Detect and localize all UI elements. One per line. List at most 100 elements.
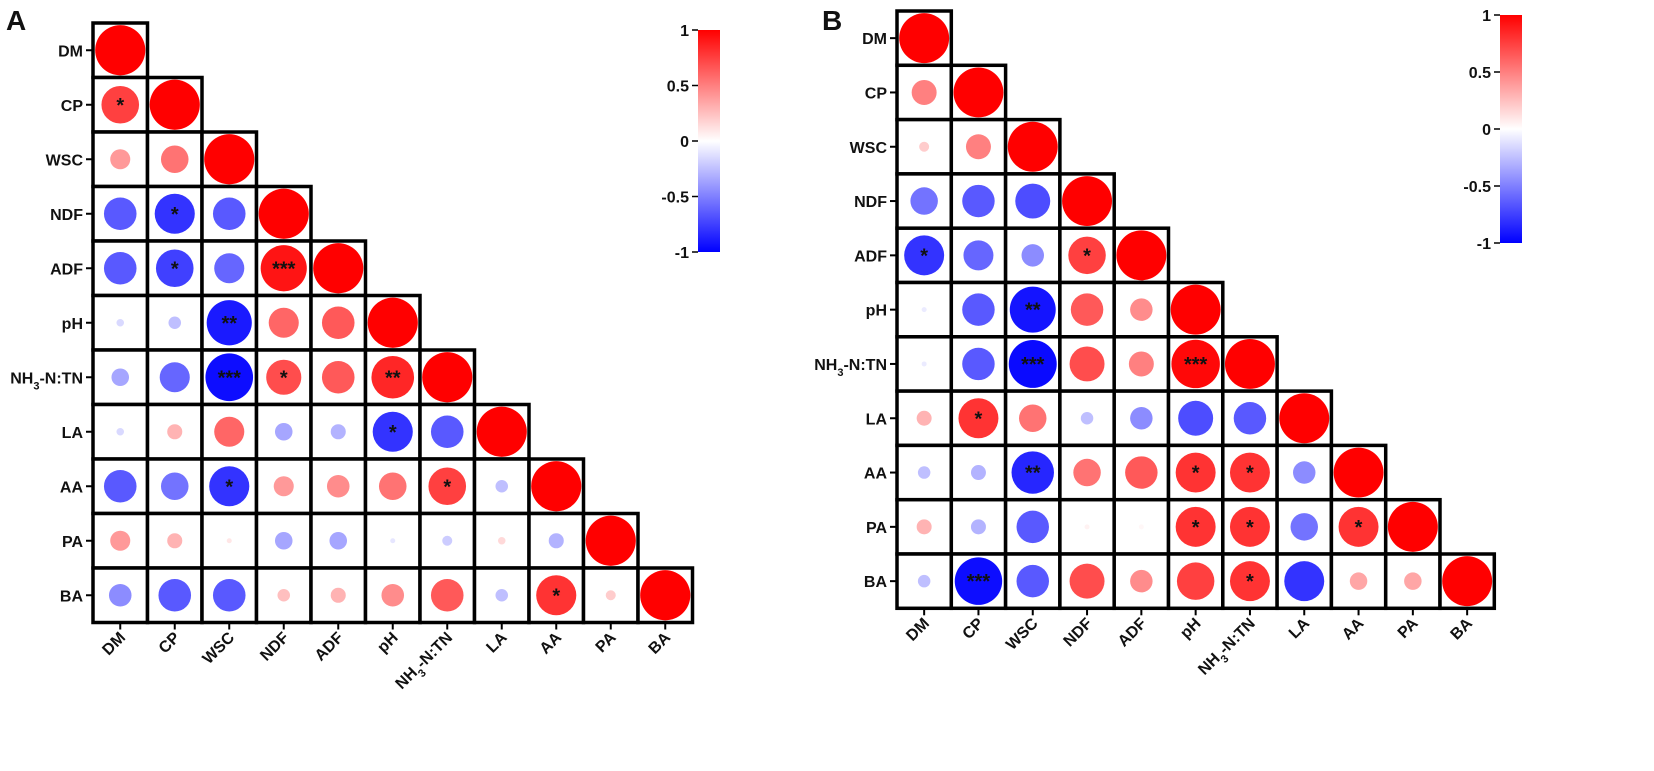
panel-label-b: B: [822, 5, 842, 36]
matrix-cell: [949, 226, 1008, 285]
matrix-cell: [1275, 552, 1334, 611]
matrix-cell: *: [363, 402, 422, 461]
correlation-circle: [1279, 393, 1330, 444]
correlation-circle: [212, 578, 246, 612]
matrix-cell: [145, 457, 204, 516]
matrix-cell: [949, 280, 1008, 339]
matrix-cell: [949, 63, 1008, 122]
col-label: BA: [646, 629, 675, 658]
correlation-circle: [921, 307, 927, 313]
row-label: CP: [865, 85, 888, 102]
significance-marker: *: [116, 95, 124, 117]
correlation-circle: [214, 253, 245, 284]
significance-marker: ***: [1184, 354, 1208, 376]
correlation-circle: [1284, 561, 1325, 602]
correlation-circle: [266, 359, 302, 395]
matrix-cell: *: [91, 75, 150, 134]
col-label: pH: [374, 629, 401, 656]
panel-label-a: A: [6, 5, 26, 36]
cell-border: [145, 293, 204, 352]
correlation-circle: [1170, 284, 1221, 335]
panel-a-correlation-matrix: A *** ******** * **** ** DMCPWSCNDFADFpHNH3-…: [6, 5, 720, 696]
correlation-circle: [1229, 506, 1270, 547]
correlation-circle: [428, 467, 467, 506]
matrix-cell: [1003, 172, 1062, 230]
correlation-circle: [442, 535, 453, 546]
correlation-circle: [916, 410, 932, 426]
row-label: WSC: [46, 152, 84, 169]
matrix-cell: [949, 117, 1008, 176]
row-label: BA: [60, 588, 84, 605]
matrix-cell: *: [949, 389, 1008, 448]
matrix-cell: [1003, 117, 1062, 176]
matrix-cell: [309, 293, 368, 352]
correlation-circle: [919, 141, 930, 152]
correlation-circle: [329, 531, 348, 550]
matrix-cell: [1058, 389, 1116, 448]
correlation-circle: [326, 474, 350, 498]
row-label: NH3-N:TN: [814, 357, 887, 379]
matrix-cell: ***: [200, 348, 259, 407]
matrix-cell: [254, 566, 313, 625]
correlation-circle: [1233, 402, 1267, 435]
matrix-cell: *: [1329, 497, 1388, 556]
significance-marker: *: [171, 258, 179, 280]
matrix-cell: *: [1166, 497, 1225, 556]
significance-marker: **: [385, 367, 401, 389]
correlation-circle: [1293, 461, 1316, 484]
col-label: LA: [1286, 615, 1313, 642]
matrix-cell: [309, 566, 368, 625]
correlation-circle: [958, 398, 999, 439]
correlation-circle: [103, 469, 137, 503]
matrix-cell: [1275, 497, 1334, 556]
matrix-cell: *: [254, 348, 313, 407]
matrix-cell: [254, 511, 313, 570]
colorbar-b: 1 0.5 0 -0.5 -1: [1463, 8, 1522, 253]
matrix-cell: [895, 335, 954, 393]
matrix-cell: [1058, 172, 1116, 230]
matrix-cell: [1166, 389, 1225, 448]
matrix-cell: [309, 457, 368, 516]
correlation-circle: [1178, 400, 1214, 436]
col-label: BA: [1448, 615, 1477, 644]
matrix-cell: [309, 239, 368, 298]
correlation-circle: [268, 307, 299, 338]
matrix-cell: [895, 280, 954, 339]
correlation-circle: [103, 251, 137, 285]
correlation-circle: [605, 590, 616, 601]
matrix-cell: [1329, 552, 1388, 611]
matrix-cell: [527, 511, 586, 570]
significance-marker: ***: [1021, 354, 1045, 376]
matrix-cell: [1003, 389, 1062, 448]
significance-marker: ***: [967, 571, 991, 593]
correlation-circle: [1073, 458, 1101, 487]
matrix-cell: ***: [1166, 335, 1225, 393]
correlation-circle: [1007, 121, 1058, 172]
matrix-cell: [91, 184, 150, 243]
correlation-circle: [970, 519, 986, 535]
matrix-cell: **: [1003, 280, 1062, 339]
correlation-circle: [921, 361, 927, 367]
colorbar-tick-label: 1: [1482, 8, 1491, 25]
correlation-circle: [1130, 407, 1153, 430]
row-label: LA: [866, 411, 888, 428]
col-label: DM: [903, 615, 933, 645]
row-label: ADF: [854, 248, 887, 265]
correlation-circle: [95, 25, 146, 76]
correlation-circle: [1070, 293, 1104, 326]
correlation-circle: [911, 79, 937, 105]
matrix-cell: [91, 457, 150, 516]
matrix-cell: **: [363, 348, 422, 407]
matrix-cell: [895, 172, 954, 230]
col-label: AA: [1339, 615, 1368, 644]
matrix-cell: [1221, 335, 1279, 393]
correlation-circle: [313, 243, 364, 294]
significance-marker: **: [221, 313, 237, 335]
correlation-circle: [962, 293, 995, 326]
correlation-circle: [258, 188, 309, 239]
significance-marker: *: [1246, 463, 1254, 485]
correlation-circle: [1224, 338, 1275, 389]
correlation-circle: [1404, 572, 1422, 590]
row-label: pH: [62, 316, 83, 333]
correlation-circle: [910, 187, 938, 215]
